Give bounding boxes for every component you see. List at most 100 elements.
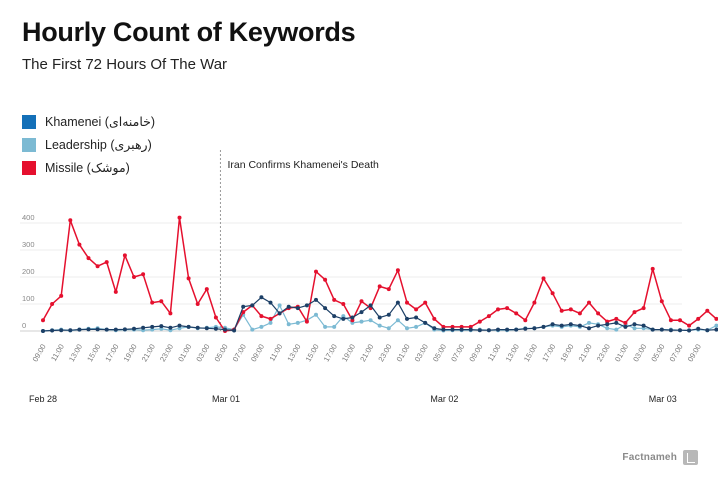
- point-2-14: [168, 311, 173, 316]
- legend-item-missile: Missile (موشک): [22, 156, 155, 179]
- point-0-17: [195, 325, 200, 330]
- point-2-18: [204, 287, 209, 292]
- x-tick-label-1: 11:00: [49, 343, 66, 363]
- point-2-72: [696, 316, 701, 321]
- point-0-50: [496, 327, 500, 332]
- point-2-48: [477, 319, 482, 324]
- date-label-2: Mar 02: [430, 394, 458, 404]
- point-0-35: [359, 310, 364, 315]
- point-2-7: [104, 260, 109, 265]
- series-0: [41, 295, 718, 333]
- point-0-16: [186, 324, 191, 329]
- point-2-40: [405, 300, 409, 305]
- x-tick-label-35: 07:00: [668, 343, 685, 364]
- point-0-18: [204, 326, 209, 331]
- point-1-24: [259, 324, 264, 329]
- point-0-46: [459, 327, 464, 332]
- point-0-45: [450, 327, 455, 332]
- x-tick-label-28: 17:00: [540, 343, 557, 364]
- point-1-65: [632, 326, 637, 331]
- x-tick-label-24: 09:00: [467, 343, 484, 364]
- x-tick-label-6: 21:00: [140, 343, 157, 364]
- grid-layer: [20, 222, 682, 332]
- brand-name: Factnameh: [622, 452, 677, 463]
- point-2-29: [304, 319, 309, 324]
- legend: Khamenei (خامنه‌ای) Leadership (رهبری) M…: [22, 110, 155, 179]
- point-2-59: [577, 311, 582, 316]
- point-0-10: [132, 326, 136, 331]
- point-1-62: [605, 326, 610, 331]
- point-2-65: [632, 310, 637, 315]
- point-2-15: [177, 215, 182, 220]
- point-1-60: [587, 320, 591, 325]
- brand-icon: [683, 450, 698, 465]
- point-2-70: [678, 318, 682, 323]
- x-tick-label-27: 15:00: [522, 343, 539, 364]
- point-2-68: [659, 299, 664, 304]
- point-0-67: [650, 327, 655, 332]
- point-1-39: [395, 318, 400, 323]
- x-tick-label-8: 01:00: [176, 343, 193, 364]
- point-0-72: [696, 326, 701, 331]
- point-0-19: [213, 326, 218, 331]
- point-0-61: [596, 323, 601, 328]
- point-0-14: [168, 325, 173, 330]
- x-tick-label-22: 05:00: [431, 343, 448, 364]
- point-0-47: [468, 327, 473, 332]
- point-2-31: [323, 277, 328, 282]
- x-tick-label-18: 21:00: [358, 343, 375, 364]
- point-1-35: [359, 319, 364, 324]
- chart-subtitle: The First 72 Hours Of The War: [22, 56, 228, 73]
- x-tick-label-29: 19:00: [558, 343, 575, 364]
- point-2-25: [268, 316, 273, 321]
- x-tick-label-31: 23:00: [595, 343, 612, 364]
- point-2-6: [95, 264, 100, 269]
- point-0-20: [223, 327, 227, 332]
- point-2-9: [122, 253, 127, 258]
- point-2-58: [568, 307, 573, 312]
- point-0-34: [350, 315, 355, 320]
- point-0-6: [95, 327, 100, 332]
- chart-title: Hourly Count of Keywords: [22, 17, 356, 47]
- point-1-37: [377, 323, 382, 328]
- point-2-11: [141, 272, 146, 277]
- point-2-24: [259, 314, 264, 319]
- point-0-8: [113, 327, 118, 332]
- x-tick-label-3: 15:00: [85, 343, 102, 364]
- point-0-62: [605, 322, 610, 327]
- annotation-label: Iran Confirms Khamenei's Death: [227, 159, 379, 171]
- point-2-54: [532, 300, 537, 305]
- point-2-52: [514, 311, 519, 316]
- point-0-54: [532, 326, 537, 331]
- date-label-0: Feb 28: [29, 394, 57, 404]
- x-tick-label-30: 21:00: [577, 343, 594, 364]
- point-2-39: [395, 268, 400, 273]
- point-2-56: [550, 291, 555, 296]
- point-0-23: [250, 303, 255, 308]
- point-2-60: [587, 300, 591, 305]
- point-2-51: [505, 306, 510, 311]
- series-layer: [41, 215, 718, 333]
- annotation-layer: Iran Confirms Khamenei's Death: [219, 150, 379, 331]
- point-0-33: [341, 316, 346, 321]
- point-0-29: [304, 303, 309, 308]
- x-tick-label-17: 19:00: [340, 343, 357, 364]
- point-2-32: [332, 297, 337, 302]
- x-tick-label-7: 23:00: [158, 343, 175, 364]
- point-2-71: [687, 323, 692, 328]
- point-0-36: [368, 303, 373, 308]
- x-tick-label-33: 03:00: [631, 343, 648, 364]
- x-tick-label-5: 19:00: [122, 343, 139, 364]
- point-2-55: [541, 276, 546, 281]
- legend-label-khamenei: Khamenei (خامنه‌ای): [45, 115, 156, 129]
- point-1-28: [295, 320, 300, 325]
- x-tick-label-10: 05:00: [213, 343, 230, 364]
- x-tick-label-19: 23:00: [376, 343, 393, 364]
- x-tick-label-32: 01:00: [613, 343, 630, 364]
- series-2: [41, 215, 718, 333]
- y-tick-label-100: 100: [22, 294, 35, 303]
- x-tick-label-34: 05:00: [649, 343, 666, 364]
- point-1-26: [277, 303, 282, 308]
